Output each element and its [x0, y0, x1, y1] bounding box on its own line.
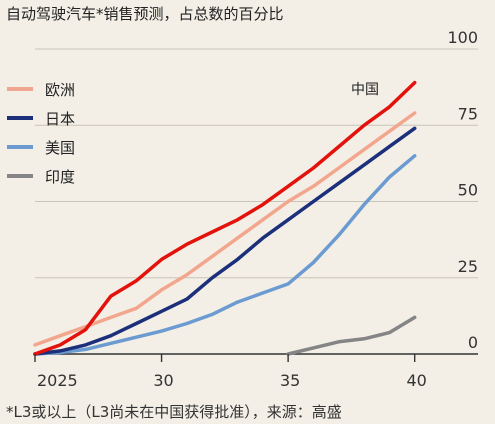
- series-layer: [33, 80, 417, 356]
- series-line-0: [33, 80, 417, 356]
- chart-title: 自动驾驶汽车*销售预测，占总数的百分比: [6, 5, 284, 23]
- series-line-2: [33, 126, 417, 356]
- x-tick-label-2035: 35: [280, 371, 300, 390]
- y-axis: 0 25 50 75 100: [447, 28, 478, 352]
- x-tick-label-2030: 30: [153, 371, 173, 390]
- series-line-1: [33, 111, 417, 347]
- footnote: *L3或以上（L3尚未在中国获得批准），来源：高盛: [6, 403, 342, 421]
- legend-label-3: 美国: [45, 139, 75, 157]
- legend-label-2: 日本: [45, 110, 75, 128]
- y-tick-label-100: 100: [447, 28, 478, 47]
- china-annotation: 中国: [351, 82, 379, 98]
- x-tick-label-2025: 2025: [37, 371, 78, 390]
- legend-label-4: 印度: [45, 168, 75, 186]
- grid: [35, 48, 478, 355]
- y-tick-label-50: 50: [458, 181, 478, 200]
- y-tick-label-25: 25: [458, 257, 478, 276]
- x-axis: 2025 30 35 40: [34, 354, 427, 390]
- series-line-4: [286, 315, 417, 356]
- y-tick-label-0: 0: [468, 333, 478, 352]
- x-tick-label-2040: 40: [407, 371, 427, 390]
- y-tick-label-75: 75: [458, 104, 478, 123]
- legend-label-1: 欧洲: [45, 81, 75, 99]
- series-line-3: [33, 154, 417, 356]
